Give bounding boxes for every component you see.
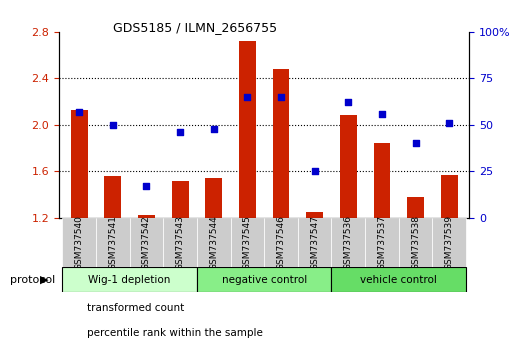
Point — [277, 94, 285, 100]
Text: GSM737545: GSM737545 — [243, 215, 252, 270]
Text: GSM737544: GSM737544 — [209, 215, 218, 270]
Point — [109, 122, 117, 128]
Bar — [373, 143, 390, 218]
Point — [176, 129, 184, 135]
Point — [210, 126, 218, 131]
Point — [378, 111, 386, 116]
Point — [142, 183, 150, 189]
Bar — [365, 218, 399, 267]
Text: percentile rank within the sample: percentile rank within the sample — [87, 328, 263, 338]
Bar — [197, 267, 331, 292]
Bar — [331, 218, 365, 267]
Text: GSM737543: GSM737543 — [175, 215, 185, 270]
Bar — [205, 178, 222, 218]
Bar — [272, 69, 289, 218]
Bar — [407, 197, 424, 218]
Text: transformed count: transformed count — [87, 303, 185, 313]
Text: protocol: protocol — [10, 275, 55, 285]
Point — [75, 109, 83, 115]
Bar — [331, 267, 466, 292]
Bar — [71, 110, 88, 218]
Bar — [306, 212, 323, 218]
Bar — [63, 218, 96, 267]
Text: GSM737537: GSM737537 — [378, 215, 386, 270]
Bar — [432, 218, 466, 267]
Text: GSM737538: GSM737538 — [411, 215, 420, 270]
Bar — [105, 176, 121, 218]
Bar — [340, 115, 357, 218]
Bar — [264, 218, 298, 267]
Text: ▶: ▶ — [40, 275, 49, 285]
Text: GDS5185 / ILMN_2656755: GDS5185 / ILMN_2656755 — [113, 21, 277, 34]
Bar — [138, 215, 155, 218]
Point — [411, 141, 420, 146]
Point — [445, 120, 453, 126]
Bar — [239, 41, 256, 218]
Bar — [172, 181, 188, 218]
Text: Wig-1 depletion: Wig-1 depletion — [88, 275, 171, 285]
Bar — [298, 218, 331, 267]
Point — [243, 94, 251, 100]
Point — [344, 100, 352, 105]
Text: negative control: negative control — [222, 275, 307, 285]
Bar — [96, 218, 130, 267]
Text: GSM737547: GSM737547 — [310, 215, 319, 270]
Bar — [230, 218, 264, 267]
Text: GSM737542: GSM737542 — [142, 215, 151, 270]
Text: vehicle control: vehicle control — [360, 275, 437, 285]
Text: GSM737540: GSM737540 — [75, 215, 84, 270]
Bar — [63, 267, 197, 292]
Text: GSM737536: GSM737536 — [344, 215, 353, 270]
Point — [310, 169, 319, 174]
Bar — [399, 218, 432, 267]
Bar — [163, 218, 197, 267]
Text: GSM737546: GSM737546 — [277, 215, 286, 270]
Text: GSM737539: GSM737539 — [445, 215, 453, 270]
Text: GSM737541: GSM737541 — [108, 215, 117, 270]
Bar — [441, 175, 458, 218]
Bar — [197, 218, 230, 267]
Bar — [130, 218, 163, 267]
